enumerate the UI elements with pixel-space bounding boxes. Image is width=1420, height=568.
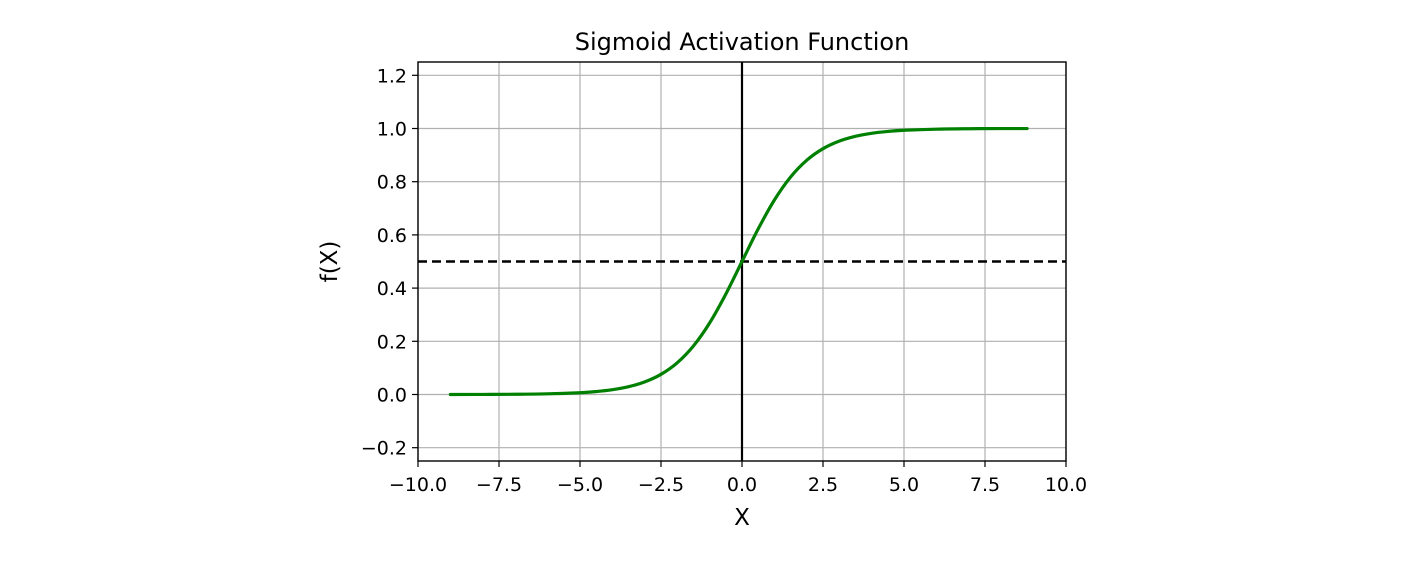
y-axis-label: f(X) [317, 241, 343, 283]
x-tick-label: 7.5 [970, 474, 1000, 496]
y-tick-label: 0.8 [377, 172, 407, 194]
y-tick-label: 0.0 [377, 385, 407, 407]
series-layer [448, 126, 1029, 397]
x-tick-label: −7.5 [476, 474, 522, 496]
x-tick-label: −2.5 [638, 474, 684, 496]
x-tick-label: 5.0 [889, 474, 919, 496]
chart-title: Sigmoid Activation Function [575, 28, 910, 56]
x-tick-label: −5.0 [557, 474, 603, 496]
ticks: −10.0 −7.5 −5.0 −2.5 0.0 2.5 5.0 7.5 10.0 −0.2 0.0… [361, 65, 1087, 496]
x-tick-label: 2.5 [808, 474, 838, 496]
y-tick-label: 0.6 [377, 225, 407, 247]
x-tick-label: 10.0 [1045, 474, 1087, 496]
x-axis-label: X [734, 505, 750, 531]
y-tick-label: 1.2 [377, 65, 407, 87]
x-tick-label: 0.0 [727, 474, 757, 496]
y-tick-label: −0.2 [361, 438, 407, 460]
x-tick-label: −10.0 [389, 474, 447, 496]
y-tick-label: 0.4 [377, 278, 407, 300]
y-tick-label: 0.2 [377, 331, 407, 353]
sigmoid-curve [448, 126, 1029, 397]
y-tick-label: 1.0 [377, 119, 407, 141]
